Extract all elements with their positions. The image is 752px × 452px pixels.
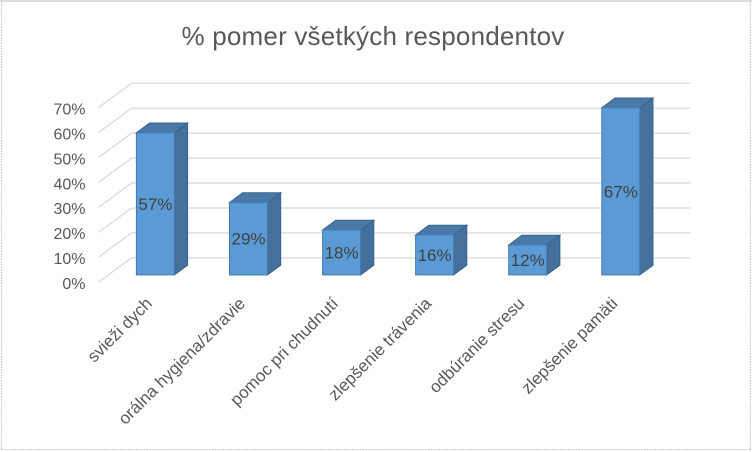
svg-text:12%: 12% — [511, 251, 545, 270]
svg-text:16%: 16% — [418, 246, 452, 265]
svg-text:29%: 29% — [231, 230, 265, 249]
svg-text:70%: 70% — [53, 101, 85, 118]
svg-text:% pomer všetkých respondentov: % pomer všetkých respondentov — [182, 21, 565, 51]
svg-text:18%: 18% — [325, 244, 359, 263]
svg-text:0%: 0% — [62, 276, 85, 293]
svg-text:57%: 57% — [138, 195, 172, 214]
svg-text:67%: 67% — [604, 182, 638, 201]
svg-text:20%: 20% — [53, 226, 85, 243]
svg-text:10%: 10% — [53, 251, 85, 268]
svg-text:30%: 30% — [53, 201, 85, 218]
svg-text:50%: 50% — [53, 151, 85, 168]
svg-text:60%: 60% — [53, 126, 85, 143]
svg-text:40%: 40% — [53, 176, 85, 193]
